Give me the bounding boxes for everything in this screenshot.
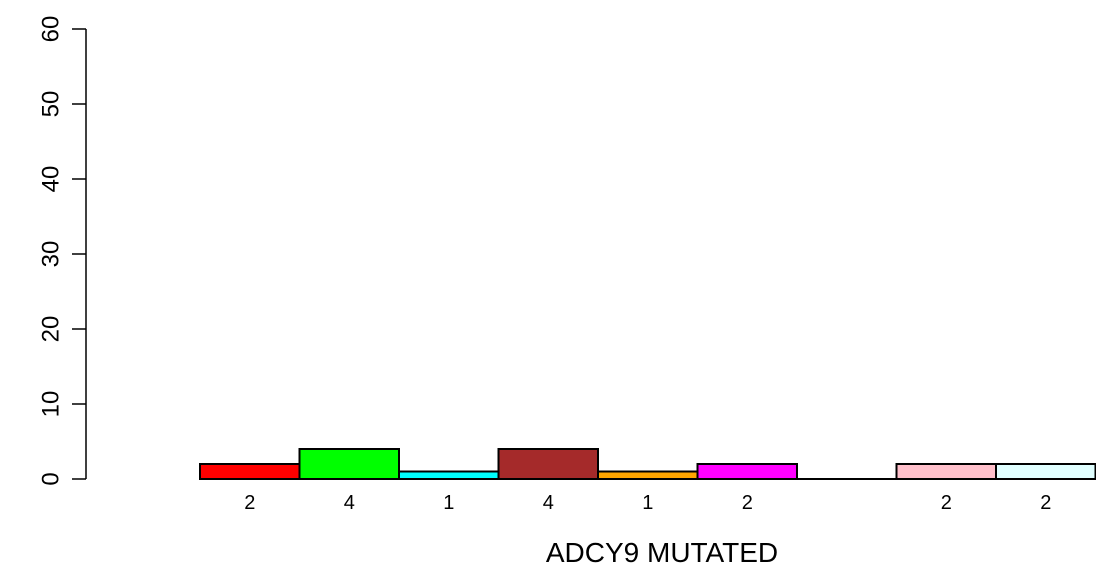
y-tick-label: 50 — [37, 91, 64, 118]
y-tick-label: 60 — [37, 16, 64, 43]
y-tick-label: 40 — [37, 166, 64, 193]
bar-value-label: 2 — [244, 492, 255, 514]
bars — [199, 448, 1096, 480]
bar-value-label: 1 — [443, 492, 454, 514]
bar-value-label: 2 — [1040, 492, 1051, 514]
bar-value-label: 4 — [344, 492, 355, 514]
bar-value-label: 2 — [941, 492, 952, 514]
y-tick-label: 10 — [37, 391, 64, 418]
bar — [298, 448, 400, 480]
bar — [895, 463, 997, 480]
bar — [597, 470, 699, 480]
x-axis-label: ADCY9 MUTATED — [546, 537, 778, 563]
y-tick-label: 0 — [37, 472, 64, 485]
bar-value-label: 1 — [642, 492, 653, 514]
bar-value-label: 4 — [543, 492, 554, 514]
y-tick-label: 30 — [37, 241, 64, 268]
bar — [995, 463, 1096, 480]
bar-value-label: 2 — [742, 492, 753, 514]
bar-value-labels: 2 4 1 4 1 2 2 2 — [244, 492, 1051, 514]
y-axis: 0 10 20 30 40 50 60 — [37, 16, 87, 486]
bar — [199, 463, 301, 480]
y-tick-label: 20 — [37, 316, 64, 343]
bar — [696, 463, 798, 480]
bar — [497, 448, 599, 480]
bar — [398, 470, 500, 480]
